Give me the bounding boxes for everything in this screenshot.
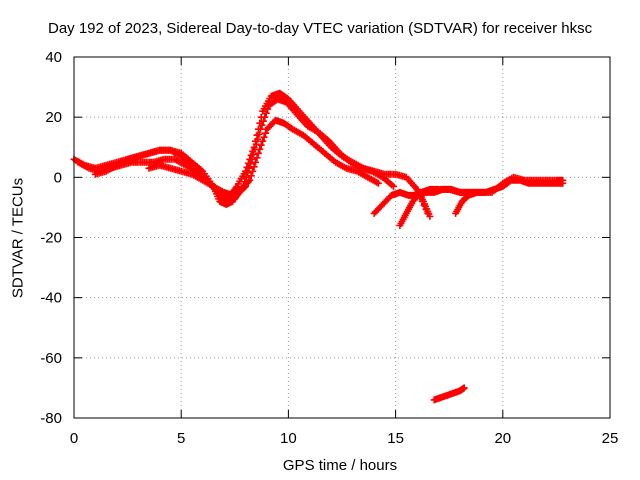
x-tick-label: 10 xyxy=(280,430,297,447)
x-tick-label: 5 xyxy=(177,430,185,447)
series-track3 xyxy=(91,116,382,208)
x-axis-label: GPS time / hours xyxy=(282,457,398,474)
axis-ticks xyxy=(73,56,611,419)
x-tick-label: 20 xyxy=(494,430,511,447)
data-points xyxy=(70,89,567,404)
series-track1 xyxy=(70,89,432,217)
point-markers xyxy=(70,89,432,217)
y-tick-label: -20 xyxy=(40,230,62,247)
point-markers xyxy=(413,185,434,220)
point-markers xyxy=(91,116,382,208)
tick-labels: 0 5 10 15 20 25 40 20 0 -20 -40 -60 -80 xyxy=(40,49,618,447)
y-tick-label: 20 xyxy=(45,109,62,126)
x-tick-label: 25 xyxy=(602,430,619,447)
grid-lines xyxy=(74,57,610,418)
y-tick-label: -80 xyxy=(40,410,62,427)
y-tick-label: -60 xyxy=(40,350,62,367)
series-track6 xyxy=(396,173,567,229)
chart-title: Day 192 of 2023, Sidereal Day-to-day VTE… xyxy=(48,20,593,37)
series-track7 xyxy=(413,185,434,220)
x-tick-label: 0 xyxy=(70,430,78,447)
y-axis-label: SDTVAR / TECUs xyxy=(9,177,27,299)
point-markers xyxy=(430,384,468,404)
y-tick-label: 0 xyxy=(54,169,62,186)
y-tick-label: -40 xyxy=(40,290,62,307)
series-track8 xyxy=(452,188,481,217)
series-track9 xyxy=(430,384,468,404)
point-markers xyxy=(396,173,567,229)
y-tick-label: 40 xyxy=(45,49,62,66)
x-tick-label: 15 xyxy=(387,430,404,447)
series-track4 xyxy=(145,161,249,199)
point-markers xyxy=(452,188,481,217)
point-markers xyxy=(145,161,249,199)
